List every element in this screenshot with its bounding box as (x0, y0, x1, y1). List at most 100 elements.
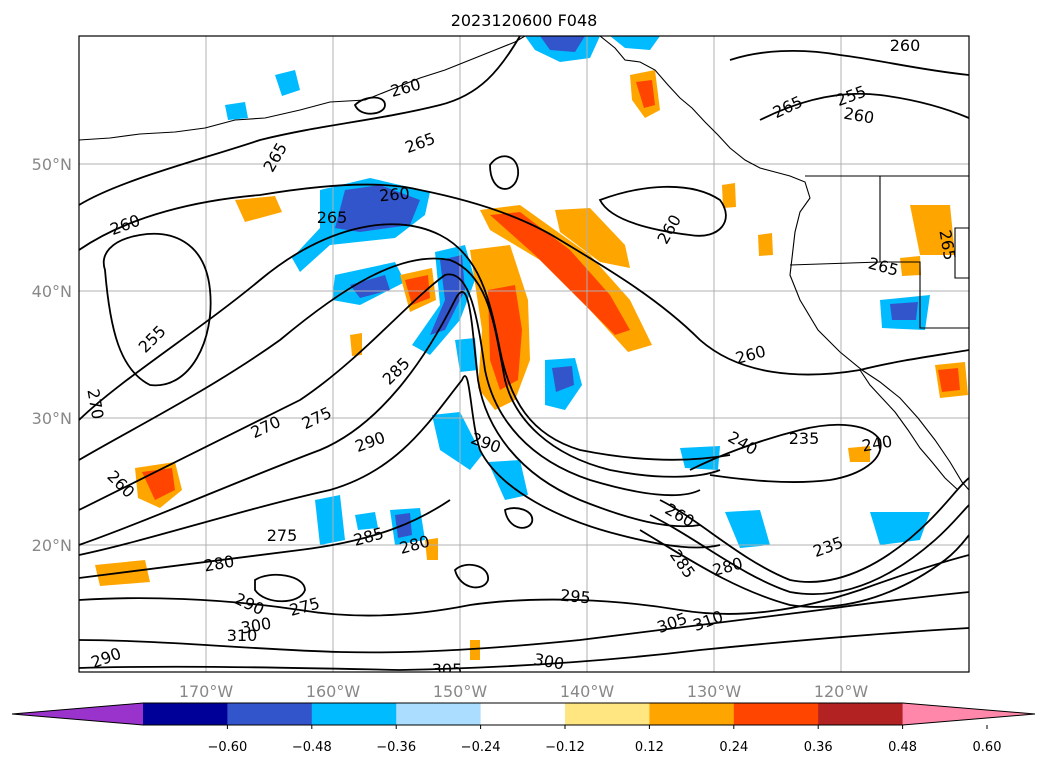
contour-260-ne (729, 49, 969, 76)
colorbar-tick-label: −0.36 (376, 740, 416, 755)
shade-red-mid (405, 275, 430, 305)
lat-label-20n: 20°N (32, 536, 72, 555)
gridlines (79, 36, 969, 672)
map-title: 2023120600 F048 (451, 11, 598, 30)
colorbar-tick-label: 0.48 (888, 740, 917, 755)
contour-label: 260 (378, 184, 410, 206)
contour-label: 305 (432, 660, 463, 679)
colorbar-tick-label: 0.36 (804, 740, 833, 755)
colorbar-tick-label: −0.60 (207, 740, 247, 755)
shade-blue-north-2 (610, 36, 660, 50)
contour-label: 295 (559, 586, 591, 608)
colorbar-segment (396, 703, 482, 725)
shade-blue-east-3 (870, 512, 930, 545)
contour-closed-small-5 (454, 563, 489, 589)
contour-235-trough-2 (649, 504, 969, 595)
contour-265-north (79, 36, 521, 206)
shade-red-ridge (490, 212, 630, 335)
contour-jet-5 (79, 375, 721, 556)
lon-label-170w: 170°W (179, 682, 234, 701)
contour-south-1 (79, 499, 451, 579)
map-frame (78, 35, 970, 673)
contour-label: 300 (532, 650, 565, 674)
state-border-3 (954, 227, 969, 279)
contour-jet-2 (79, 257, 721, 478)
shade-orange-small-5 (350, 333, 362, 356)
contour-closed-small-2 (353, 96, 386, 115)
shaded-fields (95, 36, 968, 660)
colorbar-extend-high (902, 703, 1035, 725)
contour-label: 235 (789, 429, 820, 448)
colorbar: −0.60 −0.48 −0.36 −0.24 −0.12 0.12 0.24 0.36 0.4… (11, 702, 1036, 755)
colorbar-tick-label: −0.48 (292, 740, 332, 755)
shade-blue-east-2 (725, 510, 770, 548)
baja-coast (859, 369, 959, 491)
shade-orange-small-4 (848, 446, 870, 462)
contour-jet-4 (79, 291, 701, 546)
shade-orange-small-3 (900, 256, 921, 276)
shade-orange-small-2 (758, 233, 773, 256)
colorbar-tick-label: 0.12 (635, 740, 664, 755)
lon-label-160w: 160°W (306, 682, 361, 701)
north-america-coast (599, 36, 969, 491)
colorbar-segment (480, 703, 566, 725)
contour-240-closed (689, 423, 882, 483)
shade-red-coast (636, 80, 655, 108)
shade-orange-small-7 (470, 640, 480, 660)
contour-305 (79, 591, 969, 654)
map-plot-area: 260 260 255 265 260 265 265 260 265 260 … (79, 36, 969, 679)
colorbar-tick-label: −0.12 (545, 740, 585, 755)
lon-label-130w: 130°W (687, 682, 742, 701)
shade-orange-small-1 (722, 183, 736, 208)
contour-310 (79, 627, 969, 671)
lat-label-30n: 30°N (32, 409, 72, 428)
colorbar-segment (143, 703, 228, 725)
contour-235-trough-3 (639, 529, 969, 608)
shade-darkblue-trough (430, 255, 465, 335)
contour-label: 260 (890, 36, 921, 55)
shade-red-sw-coast (938, 368, 960, 392)
colorbar-segment (565, 703, 650, 725)
colorbar-tick-label: −0.24 (461, 740, 501, 755)
colorbar-segment (733, 703, 819, 725)
contour-255-closed (102, 233, 212, 387)
colorbar-segment (818, 703, 904, 725)
shade-orange-small-6 (425, 538, 438, 560)
shade-red-far-west (142, 468, 175, 500)
shade-blue-alaska (275, 70, 300, 96)
contour-labels: 260 260 255 265 260 265 265 260 265 260 … (83, 36, 959, 679)
colorbar-outline (11, 702, 1036, 726)
contours (79, 36, 969, 671)
alaska-aleutian-coast (79, 36, 526, 141)
lat-label-40n: 40°N (32, 282, 72, 301)
longitude-labels: 170°W 160°W 150°W 140°W 130°W 120°W (179, 682, 869, 701)
colorbar-segment (649, 703, 735, 725)
contour-jet-3 (79, 273, 701, 511)
contour-closed-ridge (598, 185, 727, 237)
shade-darkblue-california (890, 302, 918, 320)
shade-darkblue-north (540, 36, 585, 52)
lon-label-150w: 150°W (433, 682, 488, 701)
shade-blue-south (432, 412, 482, 470)
shade-blue-sw-3 (355, 512, 378, 530)
shade-red-trough (488, 285, 522, 390)
contour-label: 310 (227, 626, 258, 645)
shade-orange-nw (910, 205, 955, 255)
shade-darkblue-ridge (552, 366, 574, 392)
colorbar-tick-label: 0.60 (973, 740, 1002, 755)
contour-label: 265 (317, 208, 348, 227)
shade-blue-aleutian (225, 102, 248, 120)
contour-235-trough-1 (659, 477, 969, 583)
contour-265-ne (759, 92, 969, 121)
lon-label-140w: 140°W (560, 682, 615, 701)
shade-blue-small-1 (455, 338, 478, 372)
shade-orange-west (235, 196, 282, 222)
contour-jet-1 (79, 223, 731, 461)
shade-darkblue-mid (350, 275, 390, 298)
contour-260 (79, 183, 969, 376)
coastlines (79, 36, 969, 491)
contour-closed-small-4 (504, 507, 534, 529)
colorbar-extend-low (12, 703, 143, 725)
colorbar-segment (311, 703, 397, 725)
